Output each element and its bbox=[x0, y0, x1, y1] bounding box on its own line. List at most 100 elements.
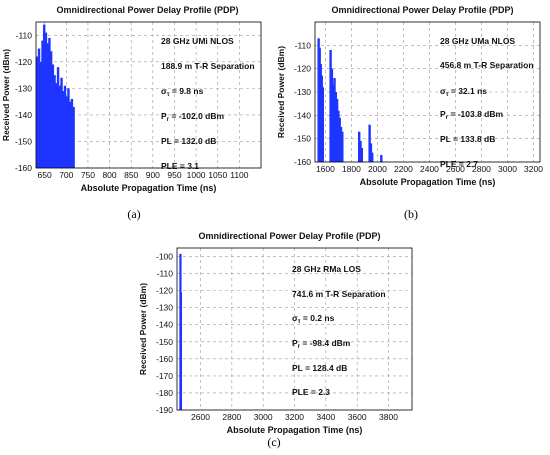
x-tick-label: 1100 bbox=[230, 170, 249, 180]
panel-a: Omnidirectional Power Delay Profile (PDP… bbox=[0, 0, 275, 228]
bar bbox=[63, 85, 67, 168]
x-tick-label: 750 bbox=[81, 170, 95, 180]
annotation: 28 GHz UMa NLOS bbox=[440, 36, 515, 46]
bar bbox=[72, 106, 75, 168]
bar bbox=[358, 131, 361, 162]
x-tick-label: 1800 bbox=[342, 164, 361, 174]
y-tick-label: -110 bbox=[295, 40, 312, 50]
bar bbox=[70, 98, 74, 168]
bar bbox=[335, 99, 339, 162]
y-tick-label: -110 bbox=[157, 269, 174, 279]
y-tick-label: -140 bbox=[294, 110, 311, 120]
annotation: Pr = -102.0 dBm bbox=[161, 111, 224, 123]
bar bbox=[46, 43, 49, 168]
y-tick-label: -180 bbox=[156, 388, 173, 398]
bar bbox=[369, 143, 373, 162]
bar bbox=[337, 110, 340, 162]
pdp-chart-b: 1600 1800 2000 2200 2400 2600 2800 3000 3200 -160… bbox=[276, 21, 543, 187]
y-axis-label: Received Power (dBm) bbox=[1, 49, 11, 141]
x-axis-label: Absolute Propagation Time (ns) bbox=[81, 183, 217, 193]
annotation: στ = 0.2 ns bbox=[292, 313, 335, 325]
bar bbox=[332, 85, 335, 162]
x-tick-label: 3600 bbox=[348, 412, 367, 422]
chart-title: Omnidirectional Power Delay Profile (PDP… bbox=[198, 231, 381, 241]
x-tick-label: 2600 bbox=[446, 164, 465, 174]
x-tick-label: 3000 bbox=[254, 412, 273, 422]
chart-title: Omnidirectional Power Delay Profile (PDP… bbox=[331, 5, 514, 15]
bar bbox=[179, 292, 183, 410]
x-tick-label: 950 bbox=[167, 170, 181, 180]
caption-a: (a) bbox=[127, 207, 141, 221]
annotation: PL = 133.8 dB bbox=[440, 134, 495, 144]
bar bbox=[67, 88, 70, 168]
x-tick-label: 900 bbox=[146, 170, 160, 180]
annotation: Pr = -98.4 dBm bbox=[292, 338, 351, 350]
y-tick-label: -120 bbox=[156, 286, 173, 296]
annotation: Pr = -103.8 dBm bbox=[440, 109, 503, 121]
bar bbox=[334, 92, 338, 162]
y-tick-label: -130 bbox=[156, 303, 173, 313]
bar bbox=[65, 96, 68, 168]
pdp-chart-a: 650 700 750 800 850 900 950 1000 1050 1100 -160 -15… bbox=[1, 21, 262, 193]
y-tick-label: -160 bbox=[15, 163, 32, 173]
bar bbox=[329, 50, 332, 162]
y-tick-label: -120 bbox=[15, 57, 32, 67]
bar bbox=[53, 75, 56, 168]
x-tick-label: 1050 bbox=[208, 170, 227, 180]
x-tick-label: 3400 bbox=[316, 412, 335, 422]
bar bbox=[333, 78, 336, 162]
x-tick-label: 2400 bbox=[420, 164, 439, 174]
chart-title: Omnidirectional Power Delay Profile (PDP… bbox=[56, 5, 239, 15]
y-tick-label: -140 bbox=[15, 110, 32, 120]
bar bbox=[37, 48, 41, 168]
panel-b: Omnidirectional Power Delay Profile (PDP… bbox=[275, 0, 550, 228]
annotation: PLE = 2.3 bbox=[292, 387, 330, 397]
y-tick-label: -130 bbox=[15, 83, 32, 93]
x-tick-label: 3800 bbox=[379, 412, 398, 422]
bar bbox=[68, 101, 72, 168]
x-tick-label: 2800 bbox=[222, 412, 241, 422]
y-tick-label: -110 bbox=[16, 30, 33, 40]
x-axis-label: Absolute Propagation Time (ns) bbox=[360, 177, 496, 187]
caption-b: (b) bbox=[404, 207, 418, 221]
y-tick-label: -150 bbox=[15, 136, 32, 146]
bar bbox=[51, 64, 55, 168]
annotation: PLE = 3.1 bbox=[161, 161, 199, 171]
bar bbox=[48, 37, 51, 168]
plot-frame bbox=[35, 21, 262, 169]
bar bbox=[330, 68, 334, 162]
bar bbox=[60, 77, 63, 168]
bar bbox=[36, 56, 39, 168]
y-axis-label: Received Power (dBm) bbox=[276, 46, 286, 138]
x-tick-label: 3200 bbox=[285, 412, 304, 422]
plot-frame bbox=[176, 247, 413, 411]
bar bbox=[359, 141, 362, 162]
annotation: PLE = 2.7 bbox=[440, 159, 478, 169]
y-tick-label: -100 bbox=[156, 252, 173, 262]
y-axis-label: Received Power (dBm) bbox=[138, 283, 148, 375]
caption-c: (c) bbox=[267, 435, 281, 449]
panel-c: Omnidirectional Power Delay Profile (PDP… bbox=[137, 228, 422, 455]
y-tick-label: -190 bbox=[156, 405, 173, 415]
bar bbox=[368, 124, 371, 162]
annotation: 28 GHz RMa LOS bbox=[292, 264, 361, 274]
bar bbox=[49, 51, 53, 169]
bar bbox=[44, 32, 48, 168]
x-tick-label: 1600 bbox=[316, 164, 335, 174]
bar bbox=[43, 24, 46, 169]
annotation: στ = 9.8 ns bbox=[161, 86, 204, 98]
bar bbox=[371, 152, 374, 162]
bar bbox=[39, 61, 42, 169]
y-tick-label: -170 bbox=[156, 371, 173, 381]
x-tick-label: 2000 bbox=[368, 164, 387, 174]
y-tick-label: -160 bbox=[156, 354, 173, 364]
plot-frame bbox=[314, 21, 541, 163]
bar bbox=[55, 83, 58, 168]
y-tick-label: -150 bbox=[156, 337, 173, 347]
x-axis-label: Absolute Propagation Time (ns) bbox=[227, 425, 363, 435]
y-tick-label: -120 bbox=[294, 64, 311, 74]
bar bbox=[321, 87, 325, 162]
bar bbox=[360, 148, 364, 162]
x-tick-label: 700 bbox=[59, 170, 73, 180]
y-tick-label: -130 bbox=[294, 87, 311, 97]
